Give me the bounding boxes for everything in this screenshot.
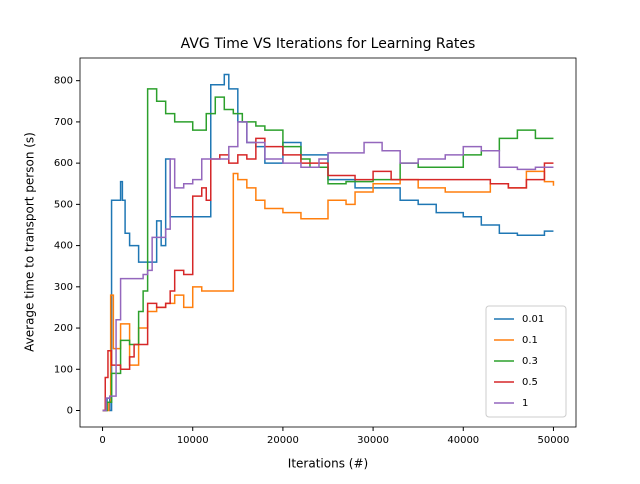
y-tick-label: 800	[54, 76, 73, 87]
series-line	[102, 170, 555, 412]
x-axis-label: Iterations (#)	[288, 457, 368, 471]
y-tick-label: 300	[54, 282, 73, 293]
y-tick-label: 100	[54, 364, 73, 375]
legend-label: 0.1	[522, 335, 538, 346]
x-tick-label: 50000	[538, 435, 570, 446]
y-tick-label: 500	[54, 199, 73, 210]
y-tick-label: 400	[54, 241, 73, 252]
legend-label: 0.5	[522, 377, 538, 388]
series-line	[102, 73, 554, 412]
y-axis-label: Average time to transport person (s)	[23, 132, 37, 352]
x-tick-label: 30000	[357, 435, 389, 446]
series-line	[102, 88, 554, 412]
y-tick-label: 700	[54, 117, 73, 128]
legend-label: 0.01	[522, 314, 544, 325]
x-tick-label: 0	[99, 435, 105, 446]
legend-label: 0.3	[522, 356, 538, 367]
axes-frame	[79, 57, 577, 428]
y-tick-label: 600	[54, 158, 73, 169]
legend-label: 1	[522, 398, 528, 409]
series-line	[102, 121, 554, 412]
chart-title: AVG Time VS Iterations for Learning Rate…	[181, 36, 476, 52]
series-line	[102, 137, 554, 412]
y-tick-label: 200	[54, 323, 73, 334]
x-tick-label: 20000	[267, 435, 299, 446]
y-tick-label: 0	[67, 406, 73, 417]
x-tick-label: 40000	[447, 435, 479, 446]
legend-box	[485, 305, 567, 418]
x-tick-label: 10000	[177, 435, 209, 446]
